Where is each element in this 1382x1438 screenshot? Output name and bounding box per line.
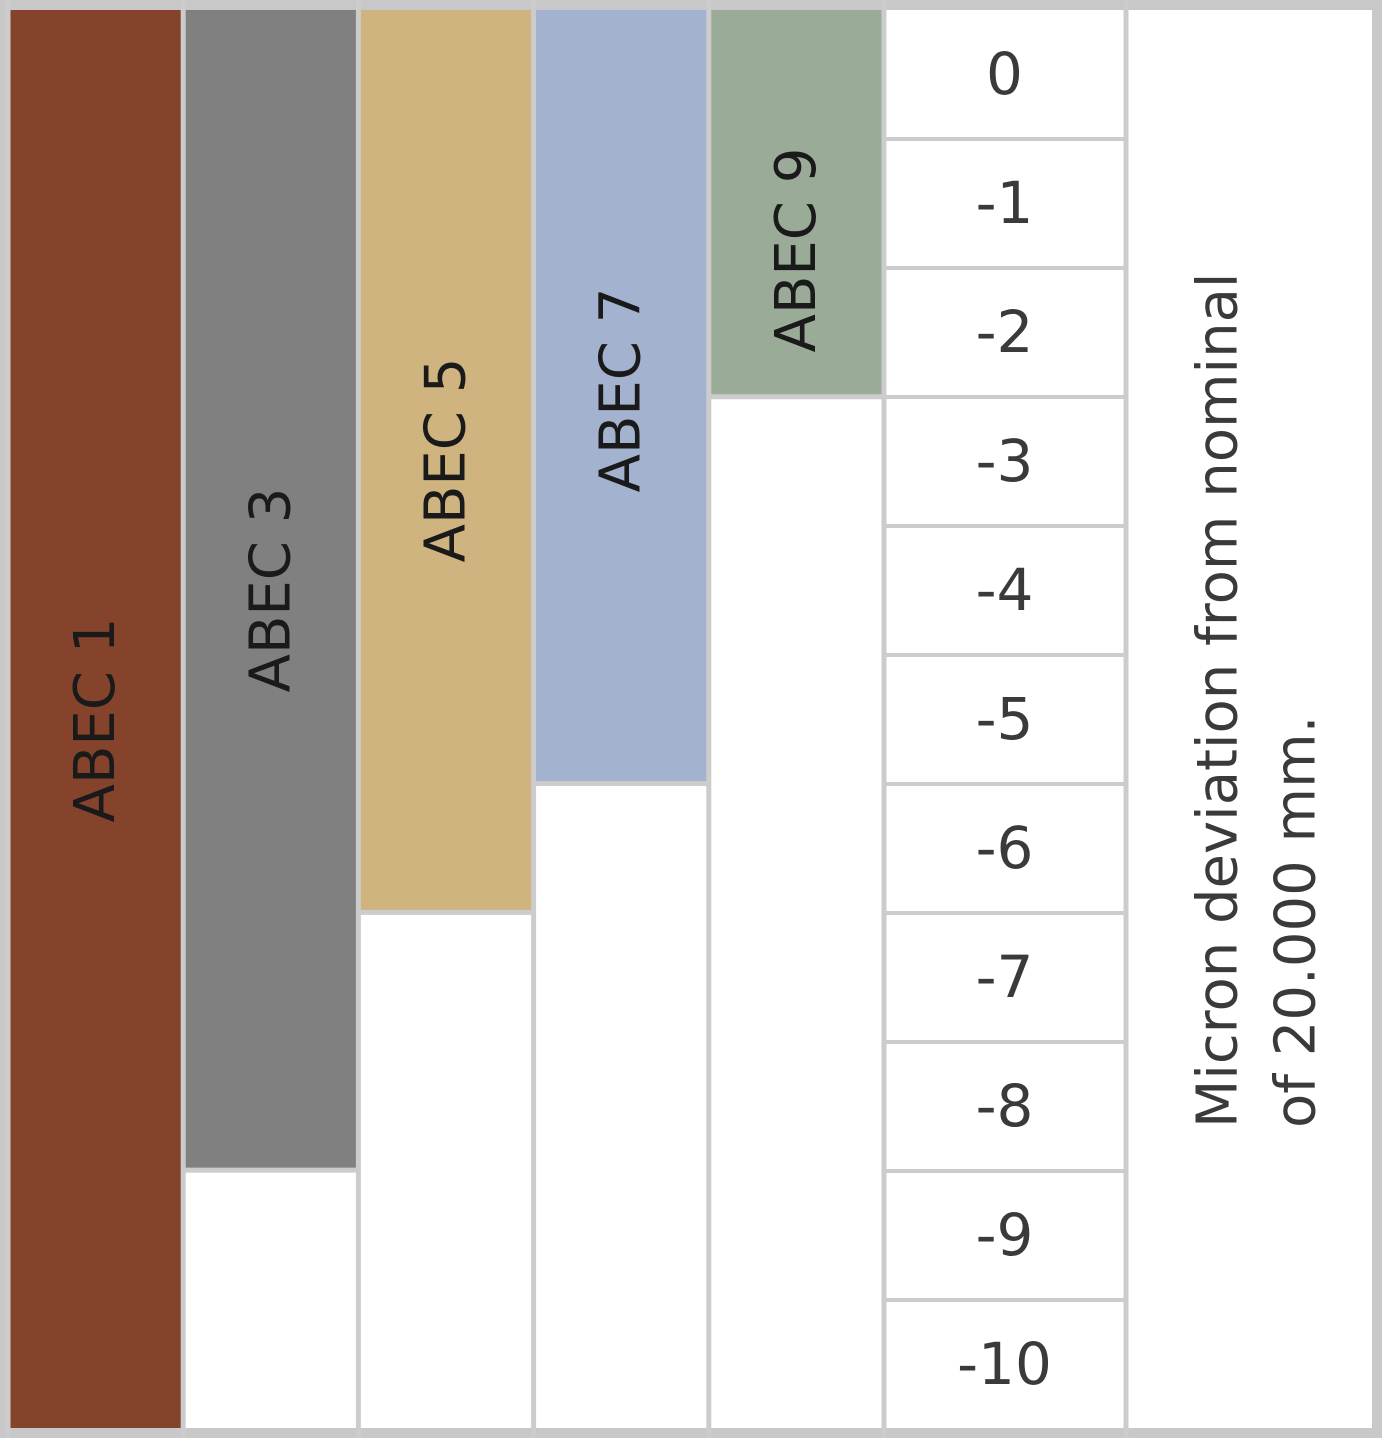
bar-abec-3 bbox=[183, 10, 359, 1171]
tick-label: -10 bbox=[957, 1330, 1052, 1398]
tick-label: -4 bbox=[976, 556, 1034, 624]
y-axis-label-line: of 20.000 mm. bbox=[1264, 716, 1329, 1128]
bar-abec-9 bbox=[708, 10, 884, 397]
tick-label: -2 bbox=[976, 298, 1034, 366]
bar-abec-5 bbox=[358, 10, 534, 913]
tick-label: -5 bbox=[976, 685, 1034, 753]
bar-abec-7 bbox=[533, 10, 709, 784]
bar-label-abec-1: ABEC 1 bbox=[63, 618, 128, 823]
tick-label: -6 bbox=[976, 814, 1034, 882]
bar-label-abec-5: ABEC 5 bbox=[414, 358, 479, 563]
tick-label: -9 bbox=[976, 1201, 1034, 1269]
bar-label-abec-7: ABEC 7 bbox=[589, 288, 654, 493]
y-axis-label-line: Micron deviation from nominal bbox=[1186, 273, 1251, 1128]
tick-label: -8 bbox=[976, 1072, 1034, 1140]
tick-label: 0 bbox=[986, 40, 1023, 108]
bar-label-abec-3: ABEC 3 bbox=[238, 488, 303, 693]
bar-abec-1 bbox=[8, 10, 184, 1428]
tick-label: -3 bbox=[976, 427, 1034, 495]
tick-label: -1 bbox=[976, 169, 1034, 237]
bar-label-abec-9: ABEC 9 bbox=[764, 148, 829, 353]
tick-label: -7 bbox=[976, 943, 1034, 1011]
